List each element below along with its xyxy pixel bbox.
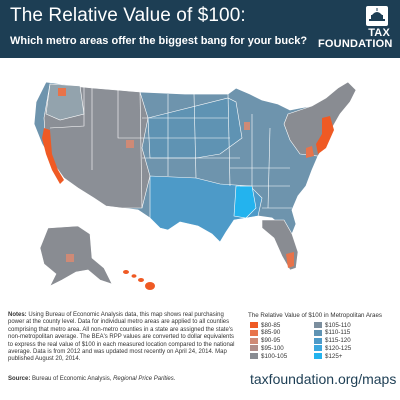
logo-text-foundation: FOUNDATION	[318, 38, 393, 50]
region-northeast-gray	[283, 81, 357, 157]
legend-label: $105-110	[325, 321, 351, 329]
notes-label: Notes:	[8, 312, 27, 318]
source-italic: Regional Price Parities.	[113, 376, 176, 382]
alaska-shape	[39, 225, 113, 287]
map-canvas	[33, 81, 357, 290]
map-title: The Relative Value of $100:	[10, 5, 246, 26]
source-line: Source: Bureau of Economic Analysis, Reg…	[8, 376, 240, 382]
legend-swatch	[250, 322, 258, 328]
map-subtitle: Which metro areas offer the biggest bang…	[10, 35, 308, 47]
legend-label: $85-90	[261, 329, 281, 337]
source-label: Source:	[8, 376, 31, 382]
legend-swatch	[314, 345, 322, 352]
legend-swatch	[314, 337, 322, 344]
legend-swatch	[250, 337, 258, 344]
tax-foundation-logo[interactable]: TAX FOUNDATION	[318, 6, 393, 52]
legend-label: $110-115	[325, 329, 351, 337]
denver-orange	[126, 140, 134, 148]
legend-swatch	[250, 345, 258, 352]
legend-label: $115-120	[325, 337, 351, 345]
legend-label: $125+	[325, 352, 343, 360]
legend-label: $90-95	[261, 337, 281, 345]
legend-swatch	[250, 329, 258, 336]
legend-swatch	[314, 329, 322, 336]
california-coast-orange	[42, 128, 64, 184]
chicago-orange	[244, 122, 250, 130]
legend-title: The Relative Value of $100 in Metropolit…	[248, 312, 383, 319]
seattle-orange	[58, 88, 66, 96]
notes-text: Using Bureau of Economic Analysis data, …	[8, 312, 235, 363]
capitol-seal-icon	[366, 6, 388, 26]
legend-swatch	[314, 322, 322, 328]
region-northwest-gray	[45, 83, 85, 121]
legend-label: $100-105	[261, 352, 288, 360]
legend-label: $120-125	[325, 344, 352, 352]
state-borders	[49, 86, 292, 209]
region-south-blue	[149, 175, 263, 243]
legend-label: $95-100	[261, 344, 284, 352]
website-url-link[interactable]: taxfoundation.org/maps	[250, 371, 397, 387]
us-county-map	[0, 58, 400, 302]
legend-label: $80-85	[261, 321, 281, 329]
header-banner: The Relative Value of $100: Which metro …	[0, 0, 400, 58]
alaska-anchorage-orange	[66, 254, 74, 262]
south-florida-orange	[286, 252, 294, 268]
legend-swatch	[314, 353, 322, 360]
legend-swatch	[250, 353, 258, 360]
notes-panel: Notes: Using Bureau of Economic Analysis…	[8, 312, 240, 364]
hawaii-shape	[123, 270, 155, 290]
dc-area-orange	[306, 146, 314, 158]
northeast-corridor-orange	[316, 116, 334, 154]
source-text: Bureau of Economic Analysis,	[32, 376, 112, 382]
logo-text-tax: TAX	[368, 27, 390, 39]
